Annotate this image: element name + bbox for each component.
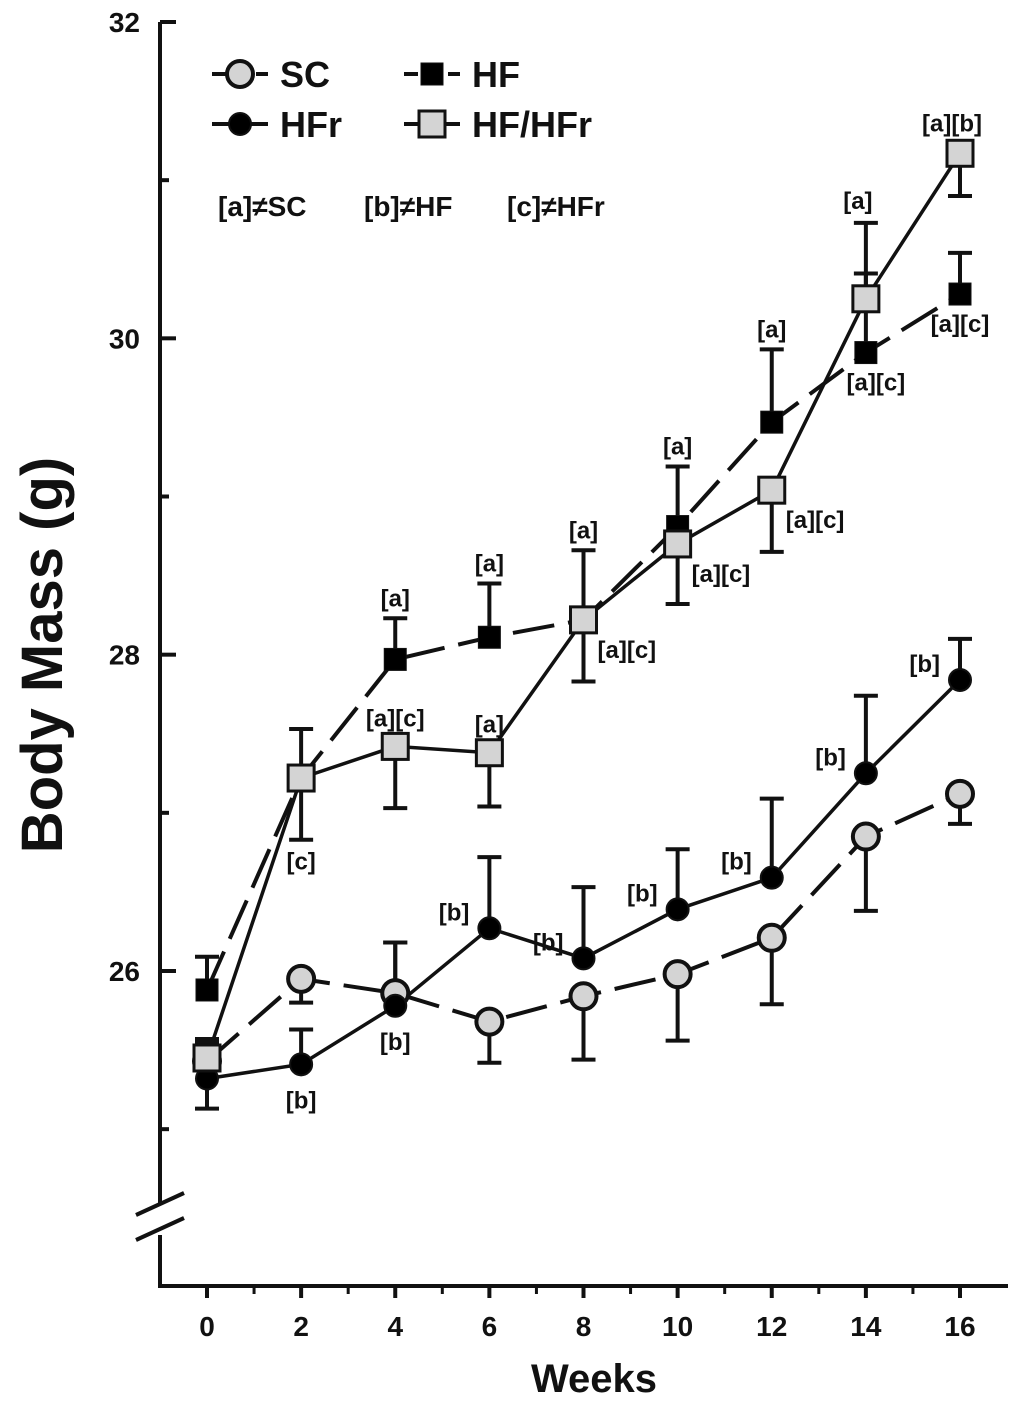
- data-point-sc: [756, 922, 787, 953]
- legend-marker: [228, 112, 252, 136]
- significance-key-a: [a]≠SC: [218, 191, 306, 222]
- legend-label: HF: [472, 54, 520, 95]
- x-tick-label: 8: [576, 1311, 592, 1342]
- significance-label: [a]: [475, 712, 504, 739]
- significance-label: [b]: [439, 899, 470, 926]
- significance-label: [a]: [757, 316, 786, 343]
- data-point-hf-hfr: [663, 529, 693, 559]
- data-point-hf: [477, 625, 501, 649]
- y-tick-label: 30: [109, 323, 140, 354]
- data-point-sc: [474, 1006, 505, 1037]
- legend-item-hf: HF: [404, 54, 520, 95]
- y-tick-label: 28: [109, 640, 140, 671]
- x-axis-title: Weeks: [531, 1357, 657, 1401]
- data-point-hfr: [571, 946, 596, 971]
- data-point-hfr: [948, 667, 972, 692]
- x-tick-label: 12: [756, 1311, 787, 1342]
- data-point-sc: [945, 778, 975, 809]
- data-point-hfr: [289, 1052, 314, 1077]
- markers-layer: [192, 138, 975, 1091]
- data-point-hfr: [477, 916, 502, 941]
- axes-layer: 26 28 30 32 0 2 4 6 8 10 12 14 16: [109, 7, 1008, 1342]
- x-tick-label: 10: [662, 1311, 693, 1342]
- significance-label: [a]: [475, 550, 504, 577]
- data-point-sc: [662, 959, 693, 990]
- y-tick-label: 32: [109, 7, 140, 38]
- x-tick-label: 0: [199, 1311, 215, 1342]
- data-point-hf-hfr: [380, 731, 410, 761]
- annotation-labels-layer: [a][a][a][a][a][a][c][a][c][b][b][b][b][…: [286, 110, 990, 1114]
- data-point-hfr: [759, 865, 784, 890]
- significance-label: [a]: [381, 585, 410, 612]
- data-point-hf: [854, 341, 878, 365]
- significance-label: [a]: [843, 188, 872, 215]
- significance-label: [b]: [533, 929, 564, 956]
- x-tick-label: 14: [850, 1311, 882, 1342]
- significance-label: [a][c]: [692, 561, 751, 588]
- legend-marker: [225, 59, 255, 89]
- significance-key-b: [b]≠HF: [364, 191, 452, 222]
- significance-label: [a][b]: [922, 110, 982, 137]
- legend-marker: [417, 109, 447, 139]
- legend-item-hf-hfr: HF/HFr: [404, 104, 592, 145]
- legend-item-sc: SC: [212, 54, 330, 95]
- significance-label: [b]: [909, 651, 940, 678]
- significance-label: [a]: [663, 433, 692, 460]
- data-point-hf: [195, 978, 219, 1002]
- legend-label: HF/HFr: [472, 104, 592, 145]
- data-point-hf-hfr: [757, 475, 787, 505]
- data-point-hf-hfr: [851, 284, 881, 314]
- x-tick-label: 4: [387, 1311, 403, 1342]
- legend: SC HF HFr HF/HFr: [212, 54, 592, 145]
- data-point-hf-hfr: [945, 138, 975, 168]
- significance-label: [a][c]: [786, 507, 845, 534]
- significance-label: [a][c]: [598, 637, 657, 664]
- data-point-hf-hfr: [192, 1043, 222, 1073]
- data-point-sc: [850, 821, 881, 852]
- data-point-hf-hfr: [286, 763, 316, 793]
- legend-item-hfr: HFr: [212, 104, 342, 145]
- data-point-hf-hfr: [474, 738, 504, 768]
- data-point-sc: [568, 981, 599, 1012]
- data-point-sc: [286, 963, 317, 994]
- significance-label: [a]: [569, 517, 598, 544]
- significance-label: [b]: [815, 744, 846, 771]
- significance-label: [c]: [286, 849, 315, 876]
- data-point-hf: [948, 282, 972, 306]
- y-axis-title: Body Mass (g): [10, 457, 75, 853]
- data-point-hfr: [853, 761, 878, 786]
- y-axis-break-mark: [135, 1216, 185, 1242]
- x-tick-label: 6: [482, 1311, 498, 1342]
- legend-label: SC: [280, 54, 330, 95]
- significance-label: [b]: [721, 849, 752, 876]
- legend-marker: [420, 62, 444, 86]
- data-point-hfr: [665, 897, 690, 922]
- significance-label: [b]: [380, 1029, 411, 1056]
- significance-label: [a][c]: [931, 311, 990, 338]
- x-tick-label: 16: [944, 1311, 975, 1342]
- data-point-hf: [760, 410, 784, 434]
- significance-label: [a][c]: [847, 370, 906, 397]
- legend-label: HFr: [280, 104, 342, 145]
- data-point-hf-hfr: [569, 605, 598, 635]
- significance-label: [b]: [627, 880, 658, 907]
- data-point-hf: [383, 647, 407, 671]
- significance-label: [a][c]: [366, 705, 425, 732]
- y-tick-label: 26: [109, 956, 140, 987]
- data-point-hfr: [383, 993, 408, 1018]
- x-tick-label: 2: [293, 1311, 309, 1342]
- significance-label: [b]: [286, 1087, 317, 1114]
- significance-key-c: [c]≠HFr: [507, 191, 605, 222]
- y-axis-break-mark: [135, 1191, 185, 1217]
